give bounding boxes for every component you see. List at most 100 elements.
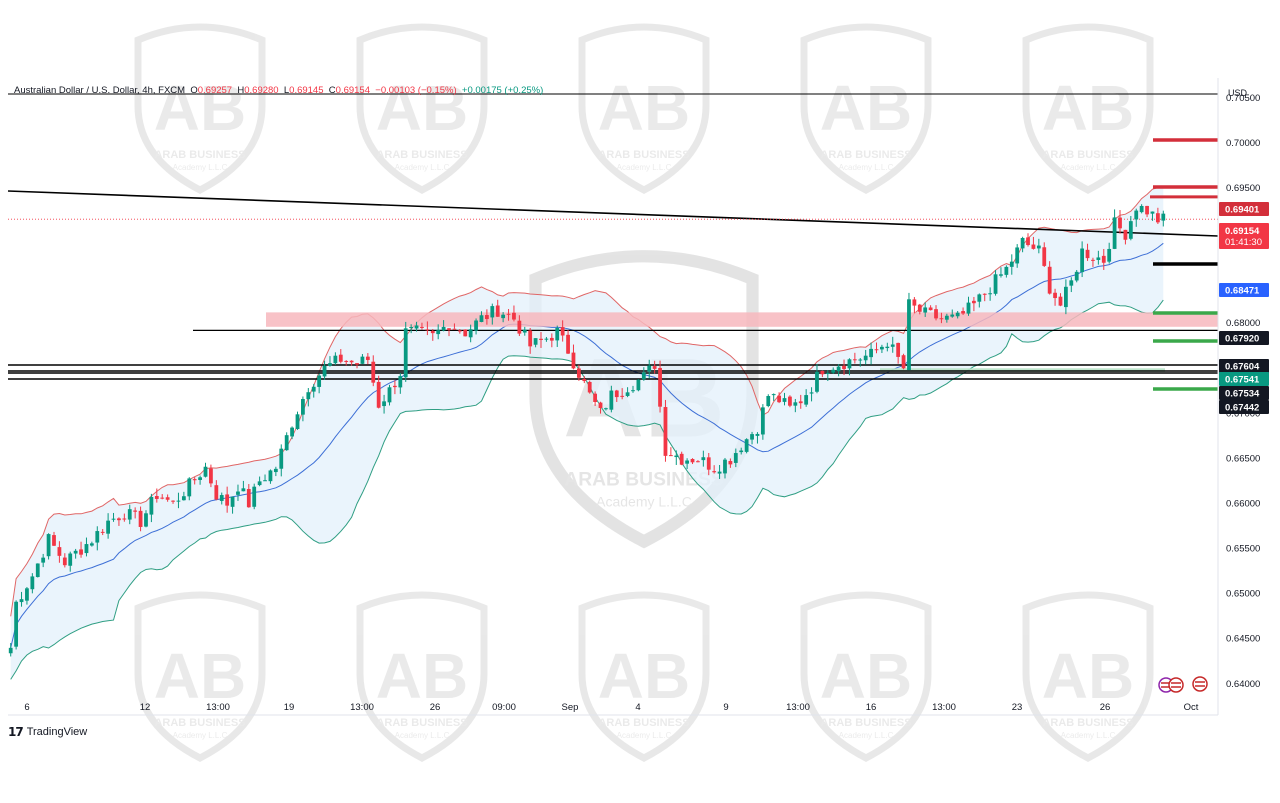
- candle-body: [225, 494, 230, 506]
- candle-body: [874, 349, 879, 351]
- candle-body: [371, 361, 376, 383]
- watermark-shield: AB ARAB BUSINESS Academy L.L.C: [1022, 23, 1154, 194]
- candle-body: [744, 439, 749, 452]
- candle-body: [522, 329, 527, 333]
- y-tick-label: 0.65000: [1226, 589, 1260, 600]
- badge-support-2: 0.67604: [1225, 362, 1260, 373]
- candle-body: [322, 365, 327, 377]
- high-value: 0.69280: [244, 85, 279, 96]
- candle-body: [73, 550, 78, 554]
- candle-body: [236, 491, 240, 495]
- candle-body: [1074, 271, 1079, 281]
- open-value: 0.69257: [197, 85, 233, 96]
- watermark-name: ARAB BUSINESS: [376, 717, 467, 729]
- candle-body: [420, 326, 424, 328]
- candle-body: [62, 557, 67, 566]
- symbol-header: Australian Dollar / U.S. Dollar, 4h, FXC…: [14, 85, 543, 96]
- us-event-flag-icon: [1192, 676, 1208, 692]
- candle-body: [1155, 213, 1160, 223]
- candle-body: [1128, 221, 1133, 239]
- candle-body: [928, 307, 933, 311]
- watermark-name: ARAB BUSINESS: [376, 149, 467, 161]
- candle-body: [555, 327, 560, 341]
- candle-body: [636, 379, 641, 391]
- candle-body: [398, 376, 403, 388]
- candle-body: [901, 355, 906, 369]
- candle-body: [1026, 237, 1030, 246]
- candle-body: [1042, 247, 1047, 266]
- candle-body: [549, 337, 554, 341]
- candle-body: [1053, 292, 1057, 299]
- tradingview-label: TradingView: [26, 726, 88, 738]
- candle-body: [917, 304, 922, 312]
- candle-body: [690, 458, 695, 463]
- candle-body: [609, 390, 614, 410]
- candle-body: [463, 329, 468, 337]
- watermark-shield-outline: [356, 591, 488, 762]
- candle-body: [631, 390, 635, 392]
- watermark-name: ARAB BUSINESS: [598, 149, 689, 161]
- high-label: H: [237, 85, 245, 96]
- candle-body: [788, 396, 792, 406]
- candle-body: [68, 553, 73, 566]
- candle-body: [961, 311, 965, 314]
- candle-body: [804, 395, 809, 405]
- candle-body: [668, 455, 673, 457]
- candle-body: [479, 315, 484, 322]
- x-tick-label: 13:00: [206, 702, 230, 713]
- candle-body: [858, 359, 863, 361]
- candle-body: [614, 390, 619, 398]
- candle-body: [647, 365, 652, 372]
- candle-body: [809, 392, 814, 394]
- candle-body: [403, 328, 408, 378]
- badge-high-line-bg: [1219, 202, 1269, 216]
- candle-body: [1058, 296, 1063, 306]
- candle-body: [604, 408, 608, 410]
- candle-body: [484, 315, 489, 320]
- candle-body: [8, 647, 13, 654]
- candle-body: [782, 398, 787, 402]
- candle-body: [750, 434, 754, 440]
- badge-last-price: 0.69154: [1225, 226, 1260, 237]
- candle-body: [658, 367, 662, 407]
- candle-body: [252, 486, 257, 507]
- tradingview-logo[interactable]: 17 TradingView: [8, 725, 87, 739]
- candle-body: [306, 392, 311, 400]
- candle-body: [566, 334, 570, 354]
- candle-body: [14, 601, 19, 647]
- candle-body: [144, 513, 148, 527]
- candle-body: [582, 379, 587, 382]
- candle-body: [430, 330, 435, 334]
- x-tick-label: 26: [430, 702, 441, 713]
- candle-body: [154, 495, 159, 499]
- candles-layer: [8, 204, 1166, 657]
- candle-body: [30, 576, 35, 590]
- candle-body: [376, 381, 381, 408]
- candle-body: [393, 385, 397, 388]
- candle-body: [944, 315, 949, 320]
- candle-body: [896, 342, 901, 357]
- watermark-shield-outline: [1022, 591, 1154, 762]
- watermark-sub: Academy L.L.C: [596, 494, 692, 510]
- badge-support-5: 0.67442: [1225, 403, 1259, 414]
- x-tick-label: 26: [1100, 702, 1111, 713]
- badge-support-5-bg: [1219, 400, 1269, 414]
- band-fill: [10, 186, 1164, 680]
- candle-body: [187, 478, 192, 497]
- x-tick-label: Oct: [1184, 702, 1199, 713]
- candle-body: [57, 547, 62, 556]
- badge-support-3-bg: [1219, 372, 1269, 386]
- badge-support-1-bg: [1219, 331, 1269, 345]
- watermark-sub: Academy L.L.C: [617, 163, 672, 172]
- candle-body: [436, 330, 441, 335]
- candle-body: [295, 414, 300, 430]
- symbol-title[interactable]: Australian Dollar / U.S. Dollar, 4h, FXC…: [14, 85, 186, 96]
- badge-support-4: 0.67534: [1225, 389, 1260, 400]
- watermark-shield-outline: [800, 591, 932, 762]
- candle-body: [52, 535, 56, 546]
- candle-body: [176, 500, 181, 502]
- candle-body: [241, 488, 246, 492]
- watermark-letters: AB: [1042, 72, 1134, 144]
- watermark-name: ARAB BUSINESS: [564, 470, 724, 491]
